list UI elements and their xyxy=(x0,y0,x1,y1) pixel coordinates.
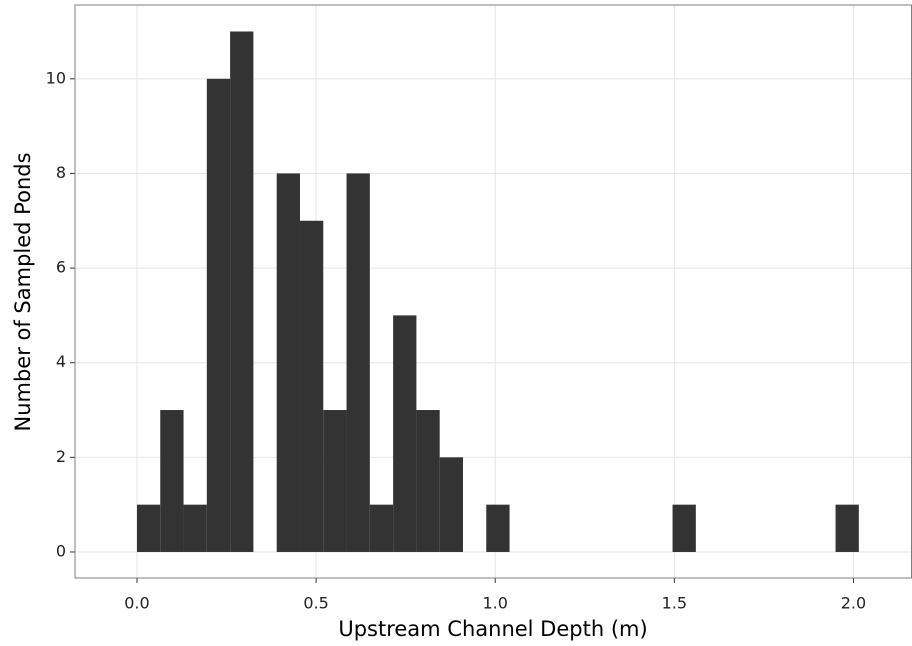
bar xyxy=(369,504,394,552)
y-tick-label: 8 xyxy=(56,163,66,182)
y-tick-label: 6 xyxy=(56,258,66,277)
x-tick-label: 0.0 xyxy=(124,594,149,613)
bar xyxy=(206,78,231,552)
x-axis-title: Upstream Channel Depth (m) xyxy=(338,617,647,641)
y-tick-label: 2 xyxy=(56,447,66,466)
bar xyxy=(439,457,463,552)
bar xyxy=(299,220,324,552)
x-tick-label: 0.5 xyxy=(303,594,328,613)
y-tick-label: 10 xyxy=(46,68,66,87)
bar xyxy=(230,31,254,552)
bar xyxy=(672,504,696,552)
bar xyxy=(835,504,859,552)
y-tick-label: 0 xyxy=(56,541,66,560)
x-tick-label: 1.0 xyxy=(482,594,507,613)
bar xyxy=(323,410,347,552)
bar xyxy=(160,410,184,552)
y-axis-title: Number of Sampled Ponds xyxy=(11,152,35,431)
x-tick-label: 1.5 xyxy=(662,594,687,613)
bar xyxy=(136,504,161,552)
bar xyxy=(276,173,300,552)
bar xyxy=(393,315,417,552)
y-tick-label: 4 xyxy=(56,352,66,371)
bar xyxy=(486,504,510,552)
bar xyxy=(183,504,207,552)
bar xyxy=(416,410,440,552)
bar xyxy=(346,173,370,552)
panel-border xyxy=(74,4,912,579)
x-tick-label: 2.0 xyxy=(841,594,866,613)
